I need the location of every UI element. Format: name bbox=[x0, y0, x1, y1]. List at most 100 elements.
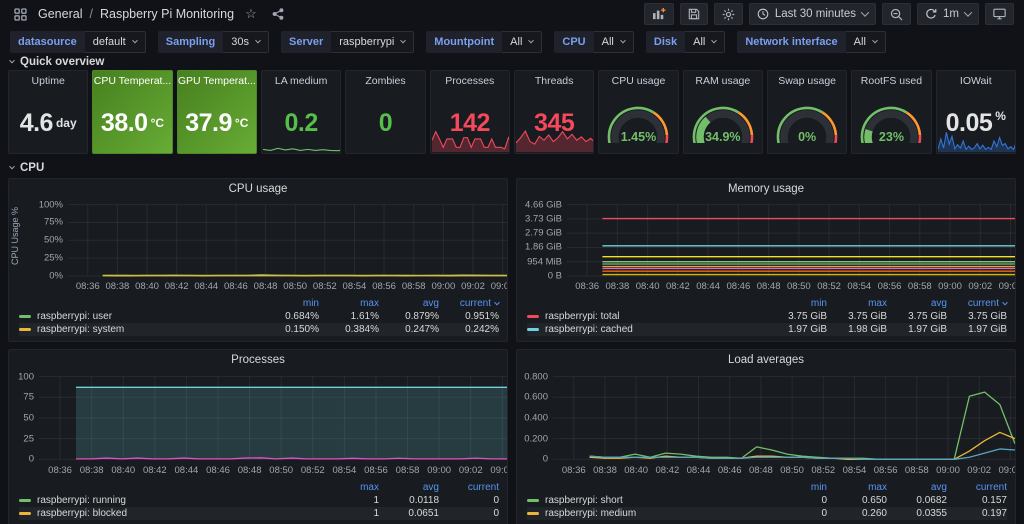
variable-value-dropdown[interactable]: raspberrypi bbox=[331, 31, 415, 53]
variable-value-dropdown[interactable]: All bbox=[502, 31, 543, 53]
legend-header-max[interactable]: max bbox=[360, 481, 379, 493]
legend-series-name: raspberrypi: running bbox=[37, 495, 126, 506]
legend-header-current[interactable]: current bbox=[467, 481, 499, 493]
legend: min max avg current raspberrypi: short 0 0.650… bbox=[517, 479, 1015, 524]
panel-title[interactable]: Processes bbox=[231, 354, 285, 366]
variable-label: Sampling bbox=[157, 31, 224, 53]
x-tick-label: 08:48 bbox=[756, 281, 781, 292]
x-tick-label: 08:50 bbox=[780, 465, 804, 476]
kiosk-mode-button[interactable] bbox=[985, 3, 1014, 25]
breadcrumb-section[interactable]: General bbox=[38, 7, 83, 21]
legend-header-min[interactable]: min bbox=[810, 297, 827, 309]
charts-grid: CPU usage CPU Usage % 100% 75% 50% 25% 0% 08:36… bbox=[0, 178, 1024, 524]
legend-series-color bbox=[527, 512, 539, 515]
legend-series-color bbox=[527, 315, 539, 318]
legend-header-current[interactable]: current bbox=[975, 481, 1007, 493]
variable-value-dropdown[interactable]: default bbox=[84, 31, 146, 53]
stat-panel-cpu-usage: CPU usage 1.45% bbox=[598, 70, 679, 154]
share-icon[interactable] bbox=[268, 6, 288, 22]
dashboard-settings-button[interactable] bbox=[713, 3, 743, 25]
legend-series-toggle[interactable]: raspberrypi: medium bbox=[527, 508, 767, 519]
legend-series-toggle[interactable]: raspberrypi: cached bbox=[527, 324, 767, 335]
legend-header-row: min max avg current bbox=[19, 296, 500, 310]
legend-series-toggle[interactable]: raspberrypi: total bbox=[527, 311, 767, 322]
y-tick-label: 25 bbox=[23, 433, 34, 445]
x-tick-label: 08:58 bbox=[401, 281, 426, 292]
legend-value: 0.384% bbox=[345, 324, 379, 335]
stat-panel-zombies: Zombies 0 bbox=[345, 70, 426, 154]
panel-title[interactable]: CPU usage bbox=[228, 183, 288, 195]
legend-header-avg[interactable]: avg bbox=[930, 481, 947, 493]
legend-value: 0.879% bbox=[405, 311, 439, 322]
x-tick-label: 08:54 bbox=[332, 465, 357, 476]
legend-series-toggle[interactable]: raspberrypi: short bbox=[527, 495, 767, 506]
x-tick-label: 08:36 bbox=[575, 281, 600, 292]
time-range-label: Last 30 minutes bbox=[774, 8, 857, 20]
y-axis: 100 75 50 25 0 bbox=[9, 370, 39, 465]
panel-title[interactable]: Load averages bbox=[727, 354, 805, 366]
x-tick-label: 08:42 bbox=[164, 281, 189, 292]
variable-label: Network interface bbox=[737, 31, 846, 53]
legend-header-min[interactable]: min bbox=[302, 297, 319, 309]
plot-area[interactable] bbox=[553, 370, 1015, 464]
panel-title[interactable]: Memory usage bbox=[727, 183, 805, 195]
refresh-interval-label: 1m bbox=[943, 8, 959, 20]
legend-series-toggle[interactable]: raspberrypi: user bbox=[19, 311, 259, 322]
variable-value-dropdown[interactable]: All bbox=[593, 31, 634, 53]
save-dashboard-button[interactable] bbox=[679, 3, 708, 25]
breadcrumb-title[interactable]: Raspberry Pi Monitoring bbox=[99, 7, 235, 21]
variable-mountpoint: Mountpoint All bbox=[426, 31, 543, 53]
x-tick-label: 08:44 bbox=[696, 281, 720, 292]
star-icon[interactable]: ☆ bbox=[245, 6, 257, 21]
panel-memory-usage: Memory usage 4.66 GiB 3.73 GiB 2.79 GiB 1.86… bbox=[516, 178, 1016, 342]
x-tick-label: 08:58 bbox=[395, 465, 420, 476]
plot-area[interactable] bbox=[39, 370, 507, 464]
section-cpu[interactable]: CPU bbox=[0, 160, 1024, 176]
x-tick-label: 08:52 bbox=[817, 281, 841, 292]
legend-header-avg[interactable]: avg bbox=[422, 481, 439, 493]
plot-area[interactable] bbox=[567, 199, 1015, 280]
stat-panel-rootfs-used: RootFS used 23% bbox=[851, 70, 932, 154]
stat-value: 0.05% bbox=[937, 93, 1015, 153]
add-panel-button[interactable] bbox=[643, 3, 674, 25]
variable-value-dropdown[interactable]: All bbox=[845, 31, 886, 53]
section-quick-overview[interactable]: Quick overview bbox=[0, 54, 1024, 70]
stat-title: LA medium bbox=[274, 75, 328, 87]
legend-header-max[interactable]: max bbox=[360, 297, 379, 309]
stats-row: Uptime 4.6 day CPU Temperat... 38.0 °C GPU Tem… bbox=[0, 70, 1024, 154]
legend-header-min[interactable]: min bbox=[810, 481, 827, 493]
zoom-out-time-button[interactable] bbox=[882, 3, 912, 25]
y-tick-label: 3.73 GiB bbox=[525, 213, 562, 225]
y-tick-label: 0.600 bbox=[524, 391, 548, 403]
stat-panel-la-medium: LA medium 0.2 bbox=[260, 70, 342, 154]
time-range-picker[interactable]: Last 30 minutes bbox=[748, 3, 877, 25]
variable-cpu: CPU All bbox=[554, 31, 634, 53]
refresh-picker[interactable]: 1m bbox=[917, 3, 979, 25]
apps-grid-icon[interactable] bbox=[10, 6, 31, 23]
variable-label: Mountpoint bbox=[426, 31, 503, 53]
y-tick-label: 0.200 bbox=[524, 433, 548, 445]
x-tick-label: 09:02 bbox=[967, 465, 992, 476]
legend-series-toggle[interactable]: raspberrypi: blocked bbox=[19, 508, 319, 519]
legend-header-max[interactable]: max bbox=[868, 481, 887, 493]
chevron-down-icon bbox=[400, 37, 407, 44]
legend-header-current[interactable]: current bbox=[439, 298, 500, 309]
legend-header-row: min max avg current bbox=[527, 296, 1008, 310]
stat-number: 38.0 bbox=[100, 108, 148, 137]
plot-area[interactable] bbox=[68, 199, 507, 280]
legend-header-avg[interactable]: avg bbox=[930, 297, 947, 309]
stat-value: 0 bbox=[346, 93, 424, 153]
legend-series-toggle[interactable]: raspberrypi: system bbox=[19, 324, 259, 335]
stat-title: IOWait bbox=[959, 75, 992, 87]
legend-series-color bbox=[19, 315, 31, 318]
legend-header-current[interactable]: current bbox=[947, 298, 1008, 309]
legend-header-avg[interactable]: avg bbox=[422, 297, 439, 309]
y-axis-title: CPU Usage % bbox=[9, 199, 22, 280]
x-tick-label: 09:02 bbox=[461, 281, 485, 292]
legend-series-toggle[interactable]: raspberrypi: running bbox=[19, 495, 319, 506]
variable-datasource: datasource default bbox=[10, 31, 146, 53]
legend: max avg current raspberrypi: running 1 0.0118… bbox=[9, 479, 507, 524]
variable-value-dropdown[interactable]: 30s bbox=[223, 31, 269, 53]
legend-header-max[interactable]: max bbox=[868, 297, 887, 309]
variable-value-dropdown[interactable]: All bbox=[685, 31, 726, 53]
